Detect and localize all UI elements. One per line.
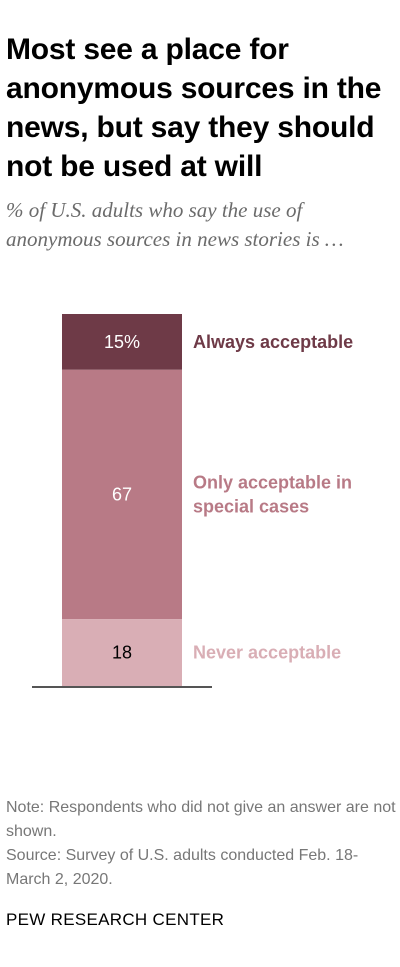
- category-label-always-acceptable: Always acceptable: [193, 332, 353, 352]
- category-label-never-acceptable: Never acceptable: [193, 643, 341, 663]
- chart-notes: Note: Respondents who did not give an an…: [6, 796, 396, 892]
- chart-title: Most see a place for anonymous sources i…: [6, 33, 382, 183]
- bar-segment-never-acceptable: [62, 619, 182, 686]
- data-label-always-acceptable: 15%: [104, 332, 140, 352]
- brand-logo-text: PEW RESEARCH CENTER: [6, 910, 225, 929]
- chart-subtitle: % of U.S. adults who say the use of anon…: [6, 198, 344, 251]
- source-text: Source: Survey of U.S. adults conducted …: [6, 847, 359, 888]
- category-label-only-acceptable-in-special-cases: Only acceptable in special cases: [193, 472, 352, 516]
- data-label-only-acceptable-in-special-cases: 67: [112, 484, 132, 504]
- data-label-never-acceptable: 18: [112, 643, 132, 663]
- stacked-bar-chart: 15% Always acceptable 67 Only acceptable in…: [32, 314, 353, 688]
- bar-segment-only-acceptable-in-special-cases: [62, 369, 182, 620]
- bar-segment-always-acceptable: [62, 314, 182, 370]
- note-text: Note: Respondents who did not give an an…: [6, 799, 396, 840]
